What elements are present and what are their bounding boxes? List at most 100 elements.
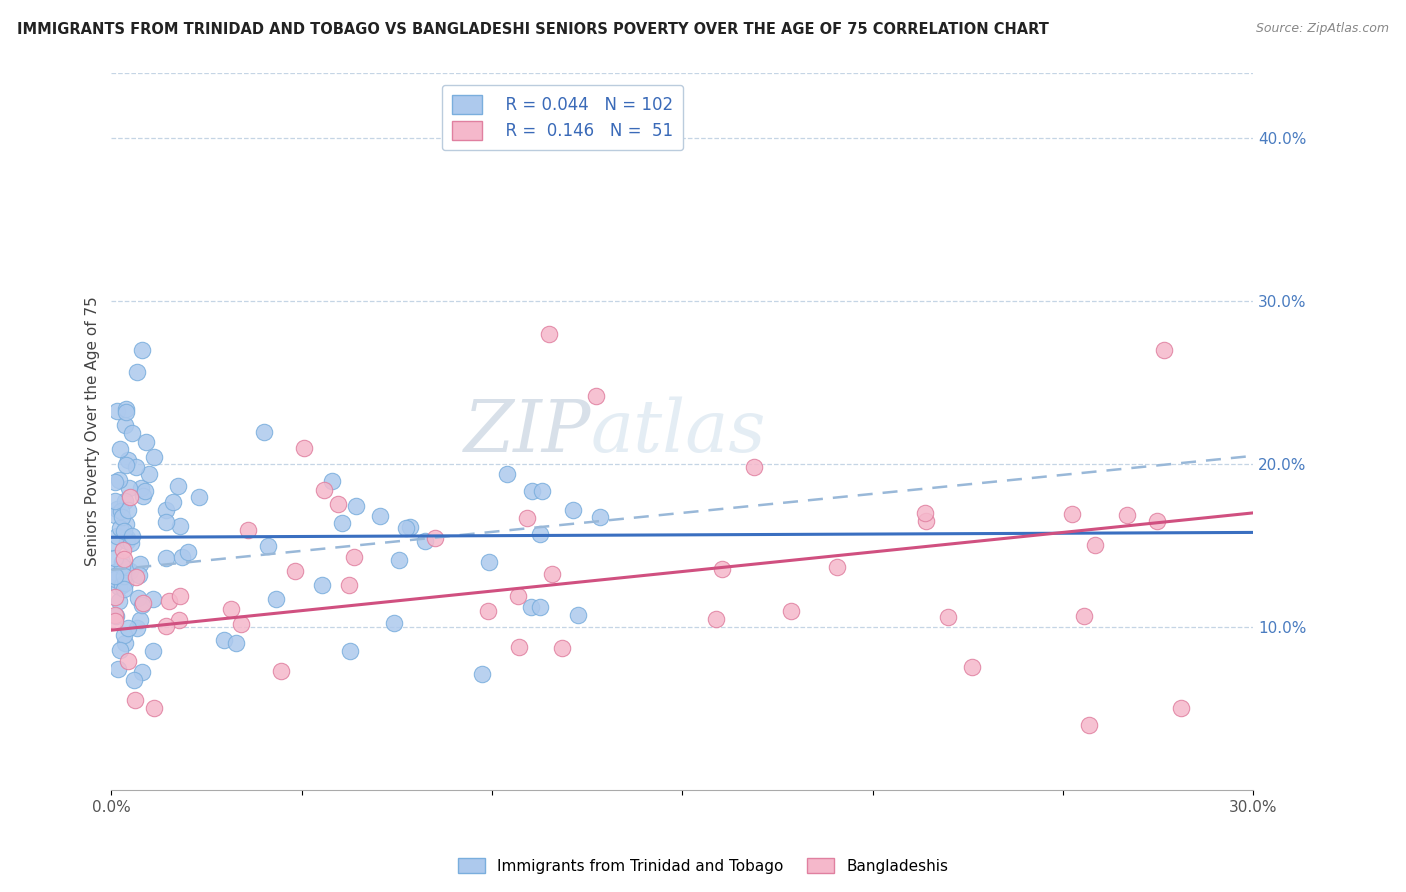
Point	[212, 632, 235, 647]
Point	[522, 484, 544, 499]
Point	[169, 518, 191, 533]
Point	[264, 592, 287, 607]
Point	[169, 613, 191, 627]
Point	[111, 558, 134, 573]
Point	[936, 610, 959, 624]
Point	[135, 435, 157, 450]
Point	[187, 490, 209, 504]
Point	[104, 569, 127, 583]
Point	[157, 594, 180, 608]
Point	[117, 654, 139, 668]
Point	[120, 536, 142, 550]
Point	[128, 568, 150, 582]
Point	[742, 459, 765, 474]
Point	[104, 508, 127, 523]
Point	[104, 565, 127, 579]
Point	[108, 521, 131, 535]
Point	[225, 636, 247, 650]
Point	[780, 604, 803, 618]
Point	[253, 425, 276, 440]
Point	[382, 616, 405, 631]
Point	[395, 521, 418, 535]
Point	[138, 467, 160, 481]
Point	[104, 608, 127, 623]
Point	[332, 516, 354, 530]
Point	[104, 609, 127, 624]
Point	[368, 508, 391, 523]
Point	[111, 555, 134, 569]
Point	[1060, 508, 1083, 522]
Point	[143, 450, 166, 465]
Point	[114, 494, 136, 508]
Point	[478, 555, 501, 569]
Point	[155, 551, 177, 566]
Point	[711, 562, 734, 576]
Point	[112, 628, 135, 642]
Point	[115, 404, 138, 418]
Point	[142, 592, 165, 607]
Point	[142, 644, 165, 658]
Point	[107, 473, 129, 487]
Point	[343, 549, 366, 564]
Point	[117, 622, 139, 636]
Point	[155, 515, 177, 529]
Point	[121, 529, 143, 543]
Point	[128, 613, 150, 627]
Point	[516, 511, 538, 525]
Point	[506, 589, 529, 603]
Point	[229, 616, 252, 631]
Point	[177, 544, 200, 558]
Point	[589, 510, 612, 524]
Point	[110, 504, 132, 518]
Point	[257, 539, 280, 553]
Point	[104, 590, 127, 604]
Point	[567, 607, 589, 622]
Point	[114, 516, 136, 531]
Point	[529, 527, 551, 541]
Point	[311, 578, 333, 592]
Point	[169, 590, 191, 604]
Point	[107, 662, 129, 676]
Point	[704, 611, 727, 625]
Point	[413, 534, 436, 549]
Point	[312, 483, 335, 497]
Point	[172, 550, 194, 565]
Point	[114, 418, 136, 433]
Point	[104, 550, 127, 565]
Point	[115, 402, 138, 417]
Point	[104, 536, 127, 550]
Point	[292, 442, 315, 456]
Point	[108, 442, 131, 456]
Text: IMMIGRANTS FROM TRINIDAD AND TOBAGO VS BANGLADESHI SENIORS POVERTY OVER THE AGE : IMMIGRANTS FROM TRINIDAD AND TOBAGO VS B…	[17, 22, 1049, 37]
Point	[1170, 701, 1192, 715]
Point	[105, 529, 128, 543]
Point	[162, 494, 184, 508]
Point	[127, 591, 149, 605]
Point	[104, 615, 127, 629]
Point	[585, 389, 607, 403]
Point	[124, 693, 146, 707]
Point	[118, 491, 141, 505]
Point	[117, 531, 139, 545]
Legend:   R = 0.044   N = 102,   R =  0.146   N =  51: R = 0.044 N = 102, R = 0.146 N = 51	[441, 85, 683, 150]
Point	[108, 643, 131, 657]
Point	[127, 365, 149, 379]
Point	[125, 459, 148, 474]
Point	[107, 580, 129, 594]
Point	[112, 552, 135, 566]
Point	[520, 599, 543, 614]
Point	[155, 503, 177, 517]
Point	[114, 575, 136, 590]
Point	[117, 453, 139, 467]
Point	[115, 562, 138, 576]
Text: ZIP: ZIP	[464, 396, 591, 467]
Point	[529, 599, 551, 614]
Point	[496, 467, 519, 482]
Point	[337, 578, 360, 592]
Point	[471, 667, 494, 681]
Point	[134, 483, 156, 498]
Point	[344, 499, 367, 513]
Point	[1084, 538, 1107, 552]
Point	[1146, 514, 1168, 528]
Point	[124, 673, 146, 688]
